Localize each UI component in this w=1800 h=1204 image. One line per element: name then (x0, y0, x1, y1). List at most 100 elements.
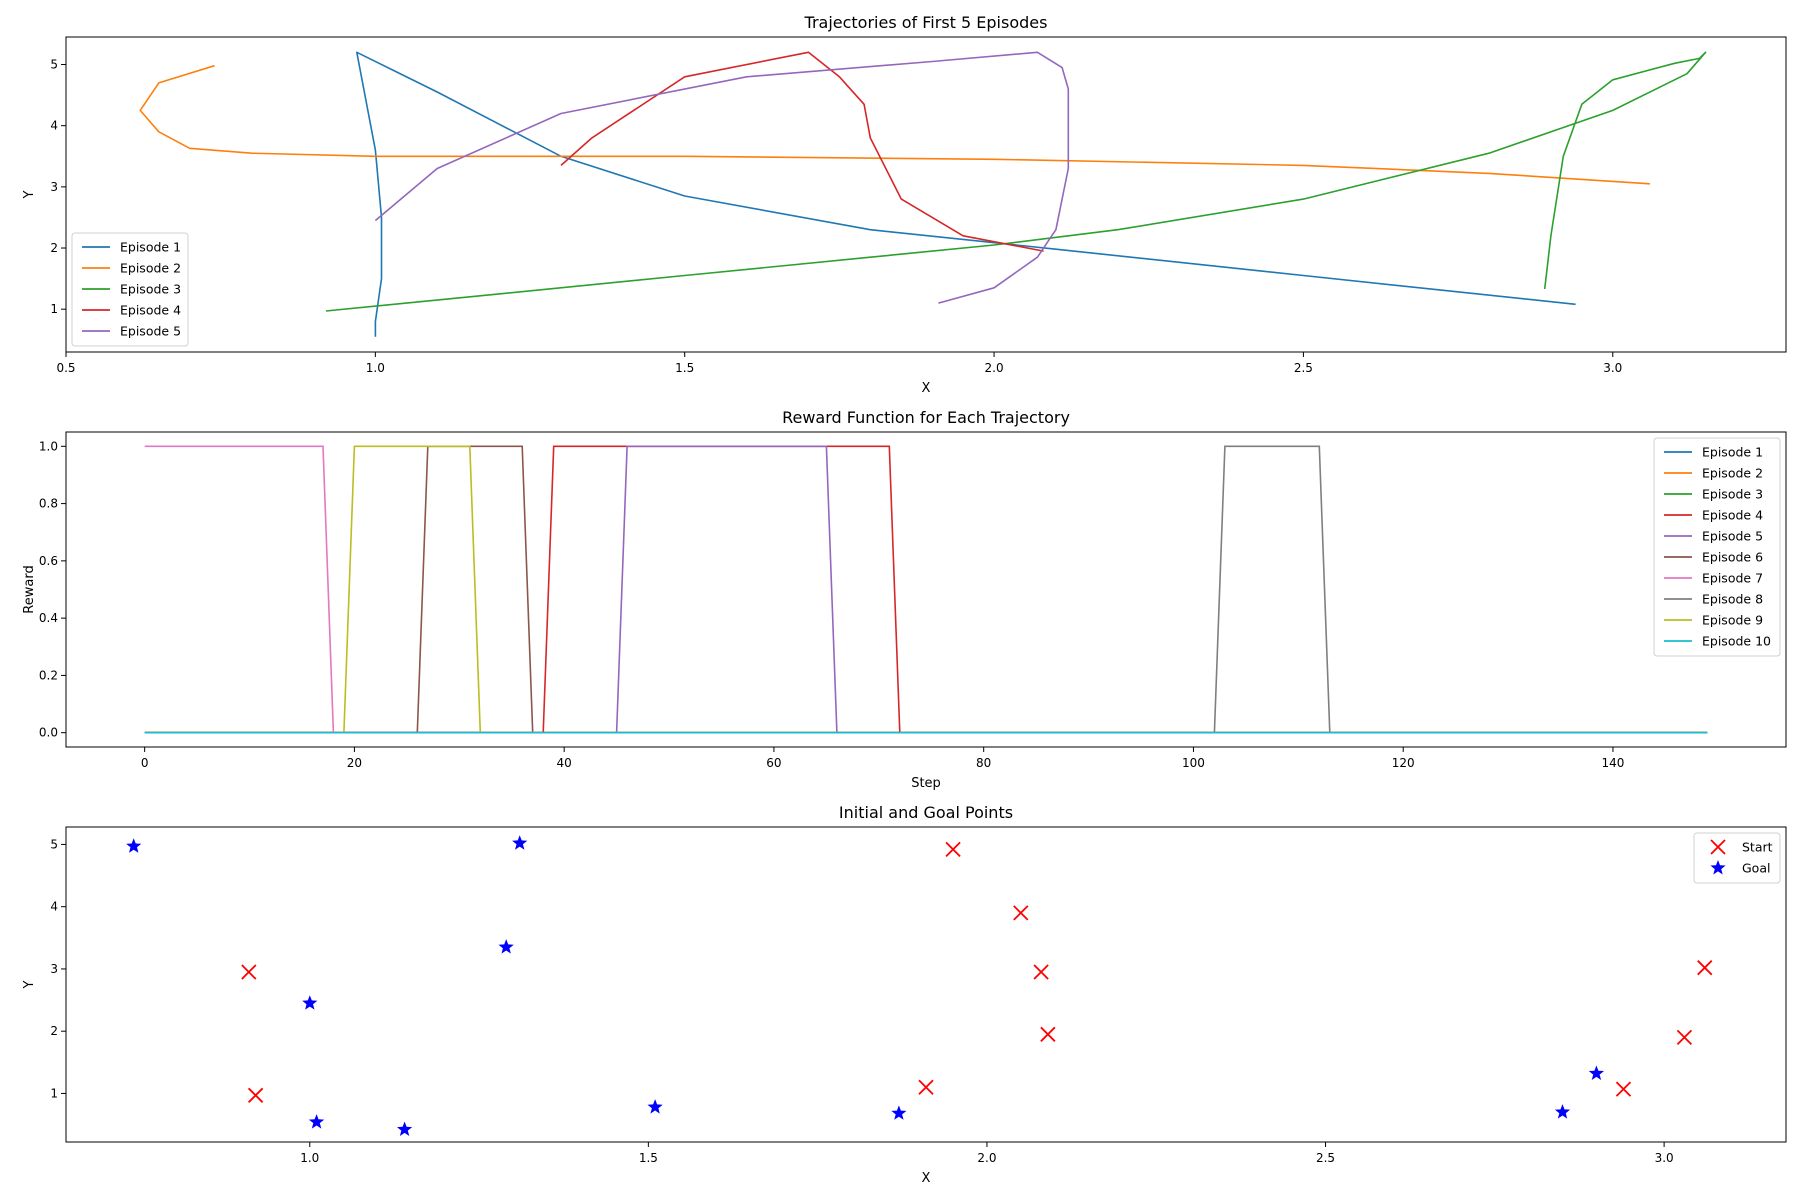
x-tick-label: 1.5 (639, 1151, 658, 1165)
start-point-marker (1697, 960, 1713, 976)
chart-title: Reward Function for Each Trajectory (782, 408, 1070, 427)
series-line-episode-3 (325, 51, 1707, 312)
y-axis-label: Y (22, 980, 37, 989)
series-line-episode-4 (144, 445, 1708, 734)
plot-area (126, 835, 1713, 1136)
x-tick-label: 2.0 (977, 1151, 996, 1165)
axes-frame (65, 826, 1787, 1143)
legend: Episode 1 Episode 2 Episode 3 Episode 4 Epis… (71, 232, 189, 347)
start-point-marker (241, 964, 257, 980)
goal-point-marker (498, 939, 514, 954)
legend-entry-label: Goal (1742, 861, 1770, 876)
start-point-marker (945, 841, 961, 858)
legend-entry-label: Episode 3 (120, 282, 181, 297)
start-point-marker (918, 1079, 934, 1095)
y-tick-label: 1 (50, 302, 58, 316)
y-tick-label: 5 (50, 58, 58, 72)
goal-point-marker (308, 1114, 325, 1129)
legend-entry-label: Episode 4 (1702, 508, 1763, 523)
chart-panel-1: Trajectories of First 5 Episodes X Y 0.5 1.0… (22, 13, 1787, 396)
y-tick-label: 2 (50, 241, 58, 255)
series-line-episode-4 (560, 51, 1044, 252)
plot-area (139, 51, 1707, 337)
y-tick-label: 3 (50, 962, 58, 976)
legend-swatch-goal (1710, 860, 1726, 875)
legend-entry-label: Episode 9 (1702, 613, 1763, 628)
y-tick-label: 5 (50, 837, 58, 851)
x-tick-label: 1.0 (366, 361, 385, 375)
legend-entry-label: Episode 2 (120, 261, 181, 276)
series-line-episode-6 (144, 445, 1708, 734)
x-tick-label: 0.5 (56, 361, 75, 375)
goal-point-marker (302, 995, 318, 1010)
legend-entry-label: Episode 5 (120, 324, 181, 339)
series-line-episode-8 (144, 445, 1708, 734)
x-tick-label: 1.5 (675, 361, 694, 375)
y-tick-label: 4 (50, 900, 58, 914)
start-point-marker (1040, 1026, 1056, 1042)
start-point-marker (1615, 1081, 1632, 1097)
x-tick-label: 0 (141, 756, 149, 770)
y-tick-label: 3 (50, 180, 58, 194)
goal-point-marker (1588, 1065, 1604, 1080)
y-axis-label: Y (22, 190, 37, 199)
chart-title: Initial and Goal Points (839, 803, 1013, 822)
legend-entry-label: Episode 7 (1702, 571, 1763, 586)
legend-entry-label: Episode 2 (1702, 466, 1763, 481)
x-tick-label: 80 (976, 756, 991, 770)
legend-box (1653, 437, 1781, 657)
x-tick-label: 2.0 (985, 361, 1004, 375)
legend: Episode 1 Episode 2 Episode 3 Episode 4 Epis… (1653, 437, 1781, 657)
start-point-marker (1033, 964, 1049, 980)
x-tick-label: 2.5 (1294, 361, 1313, 375)
x-tick-label: 100 (1182, 756, 1205, 770)
x-axis-label: X (922, 1171, 931, 1186)
series-line-episode-5 (144, 445, 1708, 734)
legend-entry-label: Episode 1 (1702, 445, 1763, 460)
x-tick-label: 1.0 (300, 1151, 319, 1165)
chart-panel-2: Reward Function for Each Trajectory Step R… (22, 408, 1787, 791)
legend-entry-label: Start (1742, 840, 1773, 855)
goal-point-marker (512, 835, 528, 850)
x-tick-label: 3.0 (1603, 361, 1622, 375)
legend-entry-label: Episode 6 (1702, 550, 1763, 565)
y-tick-label: 2 (50, 1024, 58, 1038)
goal-point-marker (647, 1099, 663, 1114)
x-axis-label: Step (911, 776, 941, 791)
legend-box (71, 232, 189, 347)
x-tick-label: 120 (1392, 756, 1415, 770)
goal-point-marker (397, 1121, 413, 1136)
x-axis-label: X (922, 381, 931, 396)
x-tick-label: 3.0 (1655, 1151, 1674, 1165)
x-tick-label: 60 (766, 756, 781, 770)
goal-point-marker (1554, 1104, 1571, 1119)
y-tick-label: 0.8 (39, 497, 58, 511)
y-axis-label: Reward (22, 565, 37, 613)
x-tick-label: 140 (1601, 756, 1624, 770)
start-point-marker (247, 1087, 264, 1103)
y-tick-label: 1 (50, 1086, 58, 1100)
goal-point-marker (891, 1105, 907, 1120)
axes-frame (65, 36, 1787, 353)
axes-frame (65, 431, 1787, 748)
y-tick-label: 4 (50, 119, 58, 133)
x-tick-label: 20 (347, 756, 362, 770)
series-line-episode-5 (374, 51, 1070, 304)
legend-entry-label: Episode 10 (1702, 634, 1771, 649)
y-tick-label: 0.4 (39, 611, 58, 625)
legend-entry-label: Episode 8 (1702, 592, 1763, 607)
legend: Start Goal (1693, 832, 1781, 884)
legend-entry-label: Episode 4 (120, 303, 181, 318)
y-tick-label: 0.2 (39, 668, 58, 682)
legend-entry-label: Episode 1 (120, 240, 181, 255)
start-point-marker (1676, 1029, 1693, 1046)
x-tick-label: 40 (557, 756, 572, 770)
chart-panel-3: Initial and Goal Points X Y 1.0 1.5 2.0 2.5 3.0… (22, 803, 1787, 1186)
legend-entry-label: Episode 5 (1702, 529, 1763, 544)
start-point-marker (1013, 905, 1029, 921)
y-tick-label: 0.6 (39, 554, 58, 568)
legend-entry-label: Episode 3 (1702, 487, 1763, 502)
goal-point-marker (126, 838, 142, 853)
legend-swatch-start (1710, 839, 1726, 855)
